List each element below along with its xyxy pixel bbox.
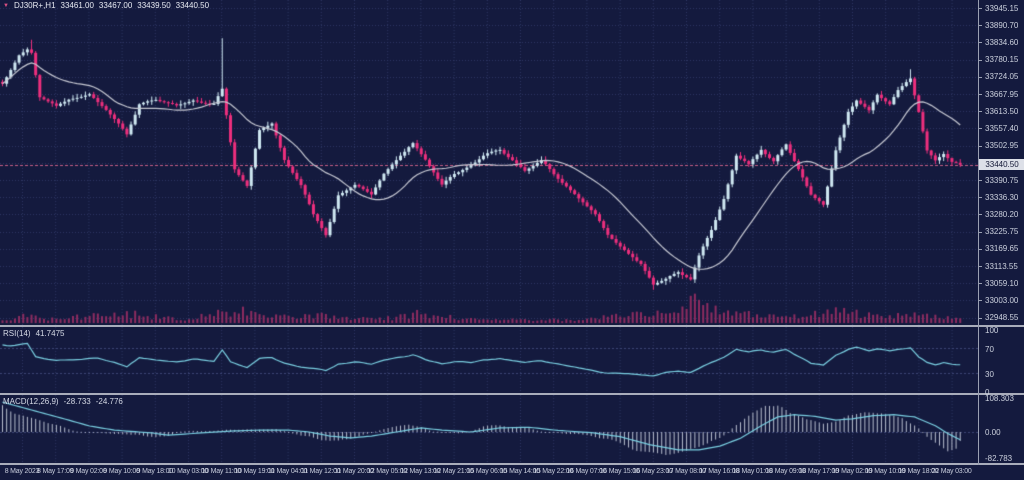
axis-tick bbox=[979, 249, 982, 250]
time-tick-label: 16 May 15:00 bbox=[599, 468, 640, 475]
axis-tick bbox=[979, 111, 982, 112]
rsi-axis-label: 100 bbox=[985, 325, 999, 335]
time-tick-label: 18 May 01:00 bbox=[732, 468, 773, 475]
time-tick-label: 12 May 05:00 bbox=[367, 468, 408, 475]
price-tick-label: 33113.55 bbox=[985, 261, 1018, 271]
axis-tick bbox=[979, 283, 982, 284]
time-tick-label: 22 May 03:00 bbox=[931, 468, 972, 475]
time-tick-label: 10 May 11:00 bbox=[201, 468, 241, 475]
axis-tick bbox=[979, 232, 982, 233]
macd-name: MACD(12,26,9) bbox=[3, 397, 59, 406]
axis-tick bbox=[979, 197, 982, 198]
time-tick-label: 19 May 02:00 bbox=[831, 468, 873, 475]
time-axis[interactable]: 8 May 2023 8 May 17:00 9 May 02:00 9 May 10… bbox=[0, 465, 1024, 480]
price-tick-label: 33390.75 bbox=[985, 175, 1019, 185]
macd-signal-value: -24.776 bbox=[95, 397, 123, 406]
axis-tick bbox=[979, 214, 982, 215]
rsi-value: 41.7475 bbox=[35, 329, 65, 338]
time-tick-label: 18 May 09:00 bbox=[765, 468, 806, 475]
axis-tick bbox=[979, 300, 982, 301]
time-tick-label: 8 May 17:00 bbox=[37, 468, 74, 475]
macd-axis-label: -82.783 bbox=[985, 454, 1013, 463]
macd-axis-label: 0.00 bbox=[985, 428, 1001, 437]
price-tick-label: 33724.05 bbox=[985, 72, 1019, 82]
macd-axis-label: 108.303 bbox=[985, 393, 1014, 403]
high-value: 33467.00 bbox=[98, 1, 133, 10]
panel-separator-rsi-macd[interactable] bbox=[0, 393, 1024, 395]
time-tick-label: 17 May 16:00 bbox=[699, 468, 740, 475]
price-tick-label: 33557.40 bbox=[985, 123, 1019, 133]
axis-tick bbox=[979, 146, 982, 147]
time-tick-label: 15 May 14:00 bbox=[499, 468, 541, 475]
price-tick-label: 33280.20 bbox=[985, 209, 1019, 219]
axis-tick bbox=[979, 94, 982, 95]
panel-separator-main-rsi[interactable] bbox=[0, 325, 1024, 327]
rsi-axis-label: 70 bbox=[985, 344, 994, 354]
time-tick-label: 9 May 02:00 bbox=[70, 468, 107, 475]
price-tick-label: 33059.10 bbox=[985, 278, 1019, 288]
axis-tick bbox=[979, 77, 982, 78]
price-tick-label: 33169.65 bbox=[985, 244, 1019, 254]
price-chart-canvas[interactable] bbox=[0, 0, 978, 325]
rsi-axis-label: 30 bbox=[985, 369, 994, 379]
time-tick-label: 10 May 19:00 bbox=[234, 468, 275, 475]
time-tick-label: 10 May 03:00 bbox=[167, 468, 209, 475]
axis-tick bbox=[979, 42, 982, 43]
time-tick-label: 11 May 20:00 bbox=[334, 468, 374, 475]
macd-panel-canvas[interactable] bbox=[0, 395, 978, 463]
time-tick-label: 12 May 21:00 bbox=[433, 468, 474, 475]
axis-tick bbox=[979, 318, 982, 319]
current-price-value: 33440.50 bbox=[985, 160, 1019, 169]
symbol-label: DJ30R+,H1 bbox=[13, 1, 56, 10]
time-tick-label: 11 May 12:00 bbox=[301, 468, 341, 475]
macd-indicator-label: MACD(12,26,9) -28.733 -24.776 bbox=[3, 397, 123, 406]
time-tick-label: 8 May 2023 bbox=[4, 468, 40, 475]
time-tick-label: 12 May 13:00 bbox=[400, 468, 441, 475]
time-tick-label: 16 May 23:00 bbox=[632, 468, 673, 475]
close-value: 33440.50 bbox=[175, 1, 210, 10]
price-tick-label: 32948.55 bbox=[985, 313, 1019, 323]
macd-main-value: -28.733 bbox=[63, 397, 91, 406]
time-tick-label: 19 May 10:00 bbox=[865, 468, 906, 475]
axis-tick bbox=[979, 8, 982, 9]
time-tick-label: 17 May 08:00 bbox=[665, 468, 707, 475]
rsi-panel-canvas[interactable] bbox=[0, 327, 978, 393]
panel-separator-macd-timeaxis[interactable] bbox=[0, 463, 1024, 465]
time-tick-label: 15 May 22:00 bbox=[533, 468, 574, 475]
price-tick-label: 33003.00 bbox=[985, 295, 1019, 305]
price-tick-label: 33336.30 bbox=[985, 192, 1019, 202]
price-tick-label: 33613.50 bbox=[985, 106, 1019, 116]
low-value: 33439.50 bbox=[137, 1, 171, 10]
rsi-indicator-label: RSI(14) 41.7475 bbox=[3, 329, 64, 338]
time-tick-label: 9 May 10:00 bbox=[103, 468, 140, 475]
price-tick-label: 33834.60 bbox=[985, 37, 1019, 47]
price-tick-label: 33667.95 bbox=[985, 89, 1019, 99]
axis-tick bbox=[979, 266, 982, 267]
time-tick-label: 18 May 17:00 bbox=[798, 468, 839, 475]
time-tick-label: 19 May 18:00 bbox=[898, 468, 939, 475]
rsi-name: RSI(14) bbox=[3, 329, 31, 338]
price-tick-label: 33780.15 bbox=[985, 55, 1019, 65]
open-value: 33461.00 bbox=[60, 1, 94, 10]
time-tick-label: 16 May 07:00 bbox=[566, 468, 607, 475]
axis-tick bbox=[979, 60, 982, 61]
current-price-label: 33440.50 bbox=[979, 159, 1024, 170]
axis-tick bbox=[979, 25, 982, 26]
price-tick-label: 33225.75 bbox=[985, 227, 1019, 237]
time-tick-label: 15 May 06:00 bbox=[466, 468, 507, 475]
chart-title: ▼ DJ30R+,H1 33461.00 33467.00 33439.50 3… bbox=[3, 1, 209, 10]
axis-tick bbox=[979, 128, 982, 129]
price-axis[interactable]: 33440.50 33945.15 33890.70 33834.60 33780.1… bbox=[978, 0, 1024, 465]
time-tick-label: 9 May 18:00 bbox=[136, 468, 174, 475]
axis-tick bbox=[979, 180, 982, 181]
rsi-axis-label: 0 bbox=[985, 388, 990, 398]
price-tick-label: 33502.95 bbox=[985, 141, 1019, 151]
symbol-dropdown-icon[interactable]: ▼ bbox=[3, 2, 9, 9]
price-tick-label: 33890.70 bbox=[985, 20, 1019, 30]
time-tick-label: 11 May 04:00 bbox=[267, 468, 308, 475]
price-tick-label: 33945.15 bbox=[985, 3, 1019, 13]
